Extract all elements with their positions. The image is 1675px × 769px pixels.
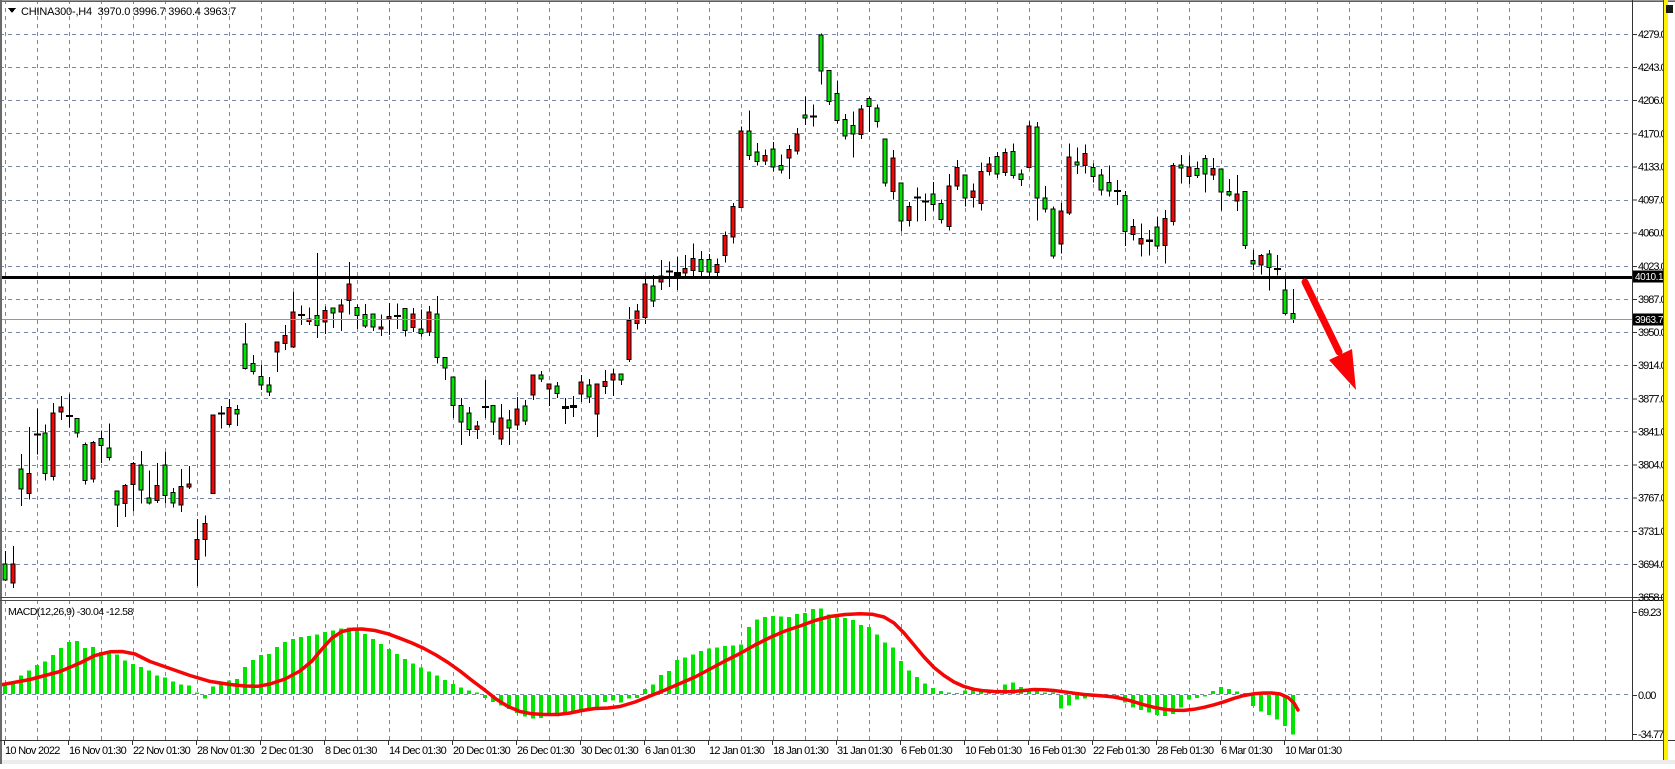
svg-text:3841.0: 3841.0 bbox=[1638, 426, 1667, 438]
svg-text:14 Dec 01:30: 14 Dec 01:30 bbox=[389, 745, 447, 757]
svg-text:10 Nov 2022: 10 Nov 2022 bbox=[5, 745, 60, 757]
svg-text:4023.0: 4023.0 bbox=[1638, 261, 1667, 273]
svg-text:16 Nov 01:30: 16 Nov 01:30 bbox=[69, 745, 127, 757]
svg-text:3950.0: 3950.0 bbox=[1638, 327, 1667, 339]
svg-text:MACD(12,26,9) -30.04 -12.58: MACD(12,26,9) -30.04 -12.58 bbox=[8, 606, 133, 618]
svg-text:-34.77: -34.77 bbox=[1638, 729, 1664, 741]
svg-text:69.23: 69.23 bbox=[1638, 607, 1661, 619]
svg-text:8 Dec 01:30: 8 Dec 01:30 bbox=[325, 745, 377, 757]
svg-text:4279.0: 4279.0 bbox=[1638, 29, 1667, 41]
svg-text:4060.0: 4060.0 bbox=[1638, 228, 1667, 240]
svg-text:10 Mar 01:30: 10 Mar 01:30 bbox=[1285, 745, 1342, 757]
svg-text:0.00: 0.00 bbox=[1638, 690, 1656, 702]
svg-text:3877.0: 3877.0 bbox=[1638, 393, 1667, 405]
svg-text:3731.0: 3731.0 bbox=[1638, 526, 1667, 538]
svg-text:28 Feb 01:30: 28 Feb 01:30 bbox=[1157, 745, 1214, 757]
svg-text:4133.0: 4133.0 bbox=[1638, 161, 1667, 173]
svg-text:3767.0: 3767.0 bbox=[1638, 493, 1667, 505]
svg-text:22 Feb 01:30: 22 Feb 01:30 bbox=[1093, 745, 1150, 757]
svg-text:28 Nov 01:30: 28 Nov 01:30 bbox=[197, 745, 255, 757]
svg-text:16 Feb 01:30: 16 Feb 01:30 bbox=[1029, 745, 1086, 757]
svg-text:18 Jan 01:30: 18 Jan 01:30 bbox=[773, 745, 829, 757]
svg-text:26 Dec 01:30: 26 Dec 01:30 bbox=[517, 745, 575, 757]
svg-text:2 Dec 01:30: 2 Dec 01:30 bbox=[261, 745, 313, 757]
svg-text:4170.0: 4170.0 bbox=[1638, 128, 1667, 140]
svg-text:22 Nov 01:30: 22 Nov 01:30 bbox=[133, 745, 191, 757]
svg-text:3694.0: 3694.0 bbox=[1638, 559, 1667, 571]
svg-text:4243.0: 4243.0 bbox=[1638, 62, 1667, 74]
svg-text:4206.0: 4206.0 bbox=[1638, 95, 1667, 107]
svg-text:10 Feb 01:30: 10 Feb 01:30 bbox=[965, 745, 1022, 757]
svg-text:6 Jan 01:30: 6 Jan 01:30 bbox=[645, 745, 695, 757]
svg-text:3658.0: 3658.0 bbox=[1638, 592, 1667, 604]
svg-text:3987.0: 3987.0 bbox=[1638, 294, 1667, 306]
svg-text:3963.7: 3963.7 bbox=[1635, 315, 1664, 326]
svg-text:6 Feb 01:30: 6 Feb 01:30 bbox=[901, 745, 953, 757]
svg-text:31 Jan 01:30: 31 Jan 01:30 bbox=[837, 745, 893, 757]
svg-text:3914.0: 3914.0 bbox=[1638, 360, 1667, 372]
svg-text:30 Dec 01:30: 30 Dec 01:30 bbox=[581, 745, 639, 757]
svg-text:20 Dec 01:30: 20 Dec 01:30 bbox=[453, 745, 511, 757]
svg-text:CHINA300-,H4 3970.0 3996.7 39: CHINA300-,H4 3970.0 3996.7 3960.4 3963.7 bbox=[21, 6, 236, 18]
svg-text:4097.0: 4097.0 bbox=[1638, 195, 1667, 207]
svg-text:3804.0: 3804.0 bbox=[1638, 460, 1667, 472]
svg-text:6 Mar 01:30: 6 Mar 01:30 bbox=[1221, 745, 1273, 757]
svg-text:4010.1: 4010.1 bbox=[1635, 272, 1664, 283]
svg-text:12 Jan 01:30: 12 Jan 01:30 bbox=[709, 745, 765, 757]
